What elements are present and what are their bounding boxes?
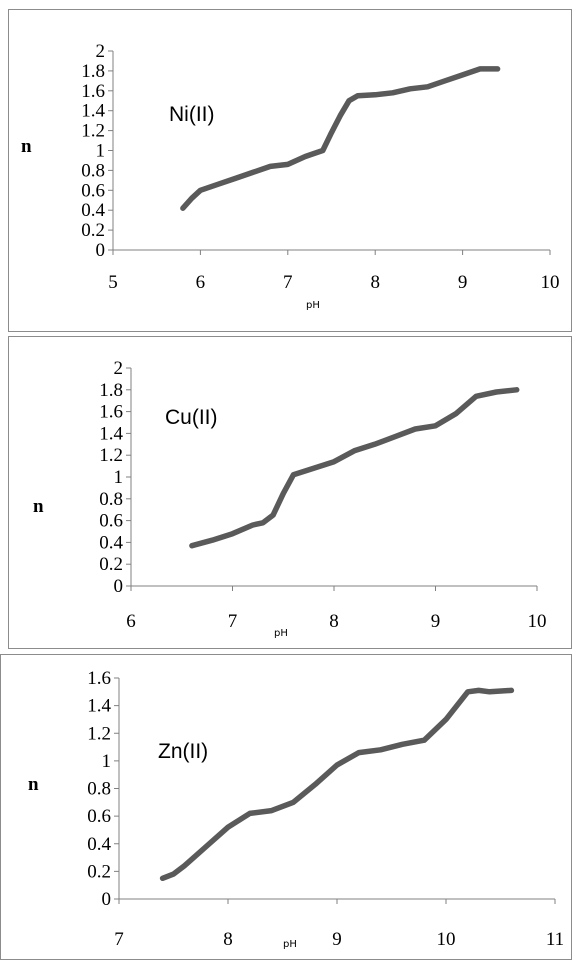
y-tick-label: 0.4 [87, 834, 111, 855]
chart-panel-cu: 0 0.2 0.4 0.6 0.8 1 1.2 1.4 1.6 1.8 2 6 7 8 9 10 n pH Cu(I… [8, 336, 572, 649]
chart-panel-ni: 0 0.2 0.4 0.6 0.8 1 1.2 1.4 1.6 1.8 2 5 6 7 8 9 10 n pH Ni(… [8, 9, 572, 332]
y-tick-label: 1.6 [87, 668, 111, 689]
series-line-cu-ii [189, 387, 520, 549]
y-tick-label: 1.2 [99, 445, 123, 466]
y-axis-label: n [33, 496, 44, 517]
y-tick-label: 1.6 [81, 81, 105, 102]
y-tick-label: 0 [114, 576, 124, 597]
x-tick-label: 9 [431, 611, 441, 632]
y-tick-label: 1 [96, 141, 106, 162]
y-tick-label: 0.6 [99, 511, 123, 532]
x-axis-label: pH [306, 300, 320, 311]
y-tick-label: 1.2 [87, 723, 111, 744]
chart-cu: 00.20.40.60.811.21.41.61.82 6 7 8 9 10 n pH Cu(I… [33, 358, 547, 639]
y-tick-label: 0 [96, 240, 106, 261]
series-line-ni-ii [180, 66, 501, 211]
x-tick-label: 7 [283, 272, 293, 293]
series-line-zn-ii [159, 687, 515, 882]
x-tick-label: 10 [541, 272, 560, 293]
x-tick-label: 6 [196, 272, 206, 293]
y-tick-label: 0.6 [81, 180, 105, 201]
x-tick-label: 9 [458, 272, 468, 293]
y-tick-label: 1 [114, 467, 124, 488]
x-axis-label: pH [274, 628, 288, 639]
y-tick-label: 1.8 [99, 380, 123, 401]
y-tick-label: 0.8 [99, 489, 123, 510]
y-tick-label: 0.8 [87, 779, 111, 800]
y-tick-label: 0.4 [81, 200, 105, 221]
series-annotation-cu-ii: Cu(II) [165, 406, 218, 429]
chart-panel-zn: 0 0.2 0.4 0.6 0.8 1 1.2 1.4 1.6 7 8 9 10 11 n pH Zn(II) [0, 654, 572, 960]
y-tick-label: 0.8 [81, 160, 105, 181]
chart-ni: 00.20.40.60.811.21.41.61.82 5 6 7 8 9 10 n pH Ni(… [21, 41, 560, 311]
y-tick-label: 1 [102, 751, 112, 772]
y-axis-label: n [28, 774, 39, 795]
y-tick-label: 0.6 [87, 806, 111, 827]
y-axis-label: n [21, 136, 32, 157]
y-tick-label: 0.2 [87, 861, 111, 882]
y-tick-label: 1.2 [81, 121, 105, 142]
x-tick-label: 7 [228, 611, 238, 632]
y-tick-label: 1.4 [81, 101, 105, 122]
x-axis-label: pH [283, 939, 297, 950]
y-tick-label: 0.4 [99, 532, 123, 553]
x-tick-label: 11 [546, 929, 564, 950]
y-tick-label: 2 [114, 358, 124, 379]
series-annotation-ni-ii: Ni(II) [169, 103, 215, 126]
x-tick-label: 5 [108, 272, 118, 293]
x-tick-label: 7 [114, 929, 124, 950]
x-tick-label: 6 [126, 611, 136, 632]
x-tick-label: 10 [437, 929, 456, 950]
x-tick-label: 8 [370, 272, 380, 293]
y-tick-label: 1.6 [99, 402, 123, 423]
x-tick-label: 8 [329, 611, 339, 632]
y-tick-label: 0 [102, 889, 112, 910]
y-tick-label: 0.2 [99, 554, 123, 575]
y-tick-label: 1.4 [87, 696, 111, 717]
x-tick-label: 9 [332, 929, 342, 950]
x-tick-label: 8 [223, 929, 233, 950]
x-tick-label: 10 [528, 611, 547, 632]
y-tick-label: 1.4 [99, 423, 123, 444]
chart-zn: 0 0.2 0.4 0.6 0.8 1 1.2 1.4 1.6 7 8 9 10 11 n pH Zn(II) [28, 668, 564, 950]
y-tick-label: 2 [96, 41, 106, 62]
y-tick-label: 1.8 [81, 61, 105, 82]
series-annotation-zn-ii: Zn(II) [158, 740, 208, 763]
y-tick-label: 0.2 [81, 220, 105, 241]
